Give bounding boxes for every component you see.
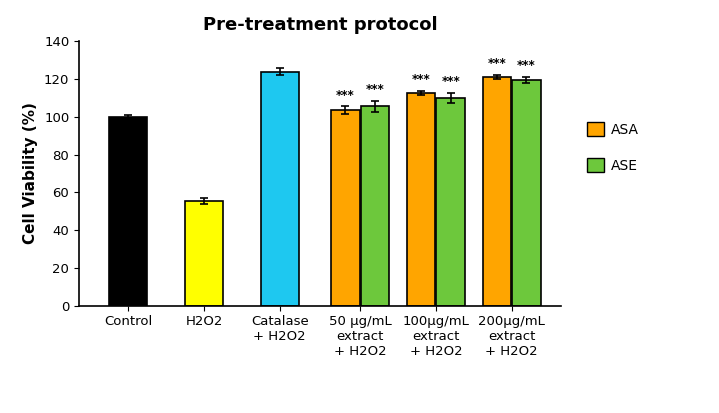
Text: ***: ***	[441, 75, 460, 88]
Bar	[261, 71, 298, 306]
Text: ***: ***	[336, 89, 354, 102]
Bar	[436, 98, 465, 306]
Bar	[109, 117, 147, 306]
Y-axis label: Cell Viability (%): Cell Viability (%)	[24, 102, 38, 244]
Text: ***: ***	[487, 57, 506, 70]
Bar	[186, 201, 223, 306]
Bar	[331, 110, 360, 306]
Text: ***: ***	[365, 83, 384, 96]
Text: ***: ***	[412, 73, 431, 86]
Text: ***: ***	[517, 59, 536, 72]
Title: Pre-treatment protocol: Pre-treatment protocol	[203, 16, 437, 34]
Bar	[482, 77, 511, 306]
Bar	[407, 93, 436, 306]
Legend: ASA, ASE: ASA, ASE	[587, 122, 638, 173]
Bar	[512, 80, 541, 306]
Bar	[360, 107, 389, 306]
